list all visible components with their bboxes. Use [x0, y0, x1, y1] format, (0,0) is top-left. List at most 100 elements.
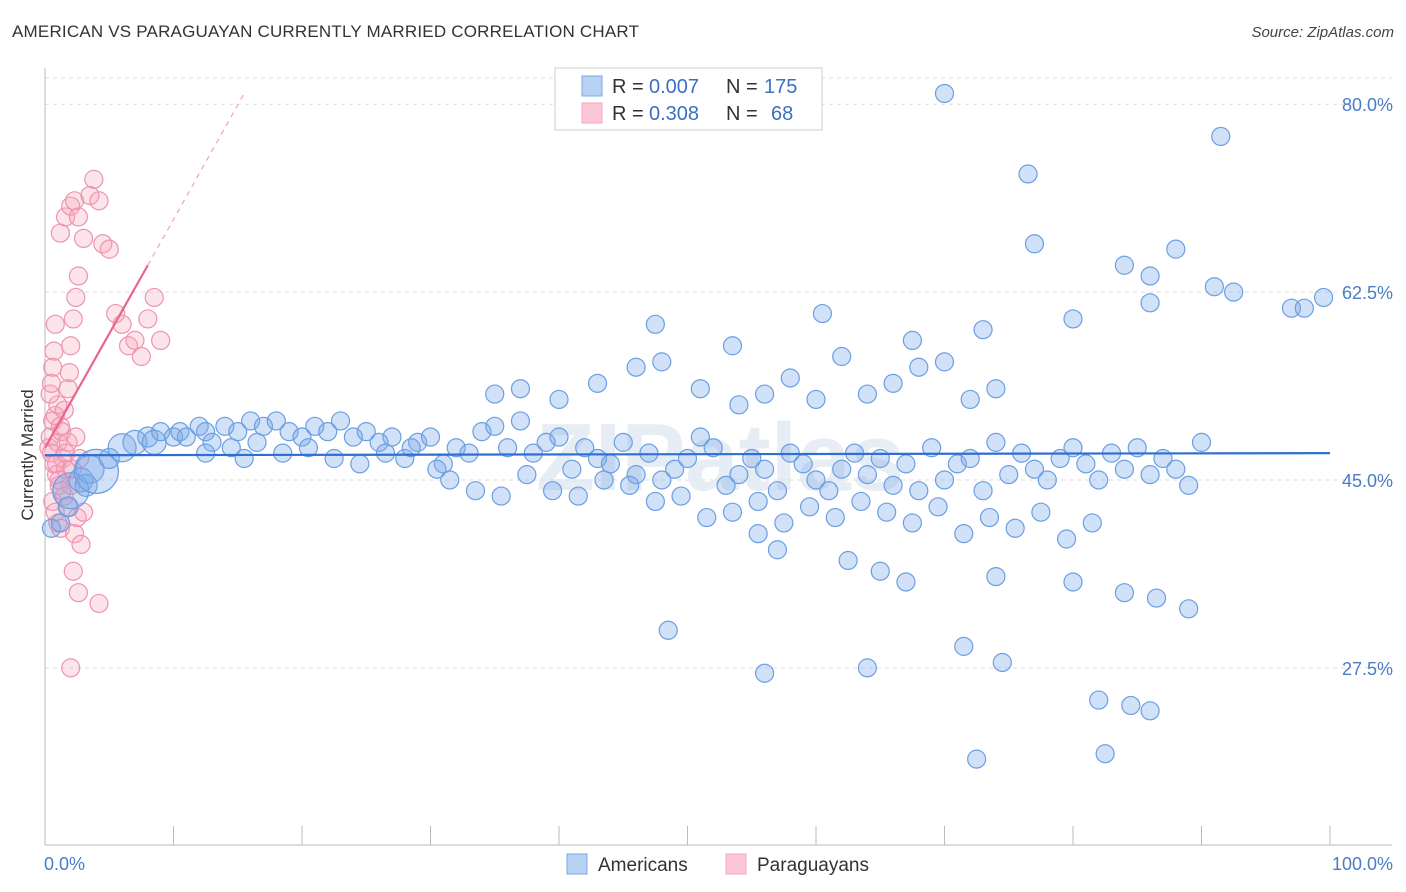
americans-point [902, 330, 922, 351]
americans-point [517, 465, 537, 485]
americans-point [510, 379, 531, 399]
americans-point [838, 550, 858, 571]
legend-n-label-paraguayans: N = [726, 103, 758, 125]
americans-point [1140, 293, 1160, 313]
americans-point [851, 491, 871, 512]
americans-point [1063, 438, 1083, 458]
legend-n-label-americans: N = [726, 76, 758, 98]
paraguayans-point [44, 341, 64, 361]
americans-point [485, 384, 505, 404]
paraguayans-point [63, 309, 83, 329]
legend-r-label-paraguayans: R = [612, 103, 644, 125]
top-legend: R = 0.007 N = 175 R = 0.308 N = 68 [554, 67, 823, 131]
americans-point [613, 432, 633, 452]
y-tick-label: 80.0% [1342, 95, 1393, 115]
americans-point [748, 491, 768, 512]
americans-point [1037, 470, 1057, 490]
americans-point [973, 481, 993, 501]
americans-point [857, 384, 878, 404]
americans-point [934, 352, 955, 372]
americans-point [536, 432, 556, 452]
americans-point [1082, 513, 1102, 533]
americans-point [832, 346, 852, 367]
americans-point [1018, 164, 1038, 184]
americans-point [1166, 459, 1186, 479]
americans-point [408, 432, 428, 452]
americans-point [703, 438, 723, 458]
paraguayans-point [64, 524, 85, 544]
paraguayans-point [93, 234, 113, 254]
americans-point [542, 481, 563, 501]
americans-point [1140, 266, 1160, 286]
americans-point [196, 443, 216, 463]
series-americans-points [41, 83, 1334, 769]
americans-point [799, 497, 820, 517]
paraguayans-point [118, 336, 139, 356]
americans-point [1140, 465, 1160, 485]
americans-point [697, 507, 717, 528]
americans-point [73, 448, 120, 494]
americans-point [722, 336, 743, 356]
americans-point [729, 465, 749, 485]
bottom-legend-swatch-americans [566, 853, 588, 875]
americans-point [401, 438, 421, 458]
americans-point [510, 411, 531, 431]
americans-point [754, 663, 775, 683]
paraguayans-point [151, 330, 171, 351]
americans-point [1114, 255, 1135, 275]
americans-point [375, 443, 396, 463]
americans-point [221, 438, 241, 458]
americans-point [491, 486, 511, 506]
americans-point [292, 427, 312, 447]
americans-point [870, 448, 890, 469]
americans-point [324, 448, 344, 469]
americans-point [1114, 583, 1135, 603]
americans-point [626, 357, 646, 377]
americans-point [1089, 690, 1109, 710]
americans-point [620, 475, 640, 495]
americans-point [877, 502, 897, 522]
chart-source: Source: ZipAtlas.com [1251, 24, 1394, 41]
americans-point [189, 416, 209, 436]
americans-point [979, 507, 1000, 528]
americans-point [1224, 282, 1244, 302]
americans-point [594, 470, 614, 490]
americans-point [1031, 502, 1051, 522]
americans-point [330, 411, 351, 431]
paraguayans-point [43, 357, 63, 377]
americans-point [690, 379, 710, 399]
americans-point [902, 513, 922, 533]
americans-point [1063, 309, 1083, 329]
americans-point [472, 422, 492, 442]
americans-point [999, 465, 1019, 485]
americans-point [986, 432, 1006, 452]
bottom-legend-label-americans: Americans [598, 855, 688, 876]
y-tick-label: 62.5% [1342, 283, 1393, 303]
americans-point [652, 352, 672, 372]
paraguayans-point [68, 583, 89, 603]
americans-point [645, 314, 665, 334]
paraguayans-point [80, 185, 100, 206]
paraguayans-point [144, 287, 164, 308]
americans-point [1056, 529, 1077, 549]
americans-point [677, 448, 698, 469]
americans-point [1114, 459, 1135, 479]
americans-point [523, 443, 543, 463]
legend-r-label-americans: R = [612, 76, 644, 98]
americans-point [440, 470, 460, 490]
americans-point [298, 438, 319, 458]
americans-point [1179, 475, 1199, 495]
americans-point [234, 448, 254, 469]
americans-point [1089, 470, 1109, 490]
americans-point [176, 427, 196, 447]
americans-point [1063, 572, 1083, 592]
americans-point [98, 447, 120, 470]
americans-point [266, 411, 286, 431]
americans-point [754, 384, 775, 404]
x-tick-label: 100.0% [1332, 854, 1393, 874]
americans-point [241, 411, 261, 431]
americans-point [549, 427, 569, 447]
paraguayans-point [63, 561, 83, 581]
americans-point [1191, 432, 1212, 452]
